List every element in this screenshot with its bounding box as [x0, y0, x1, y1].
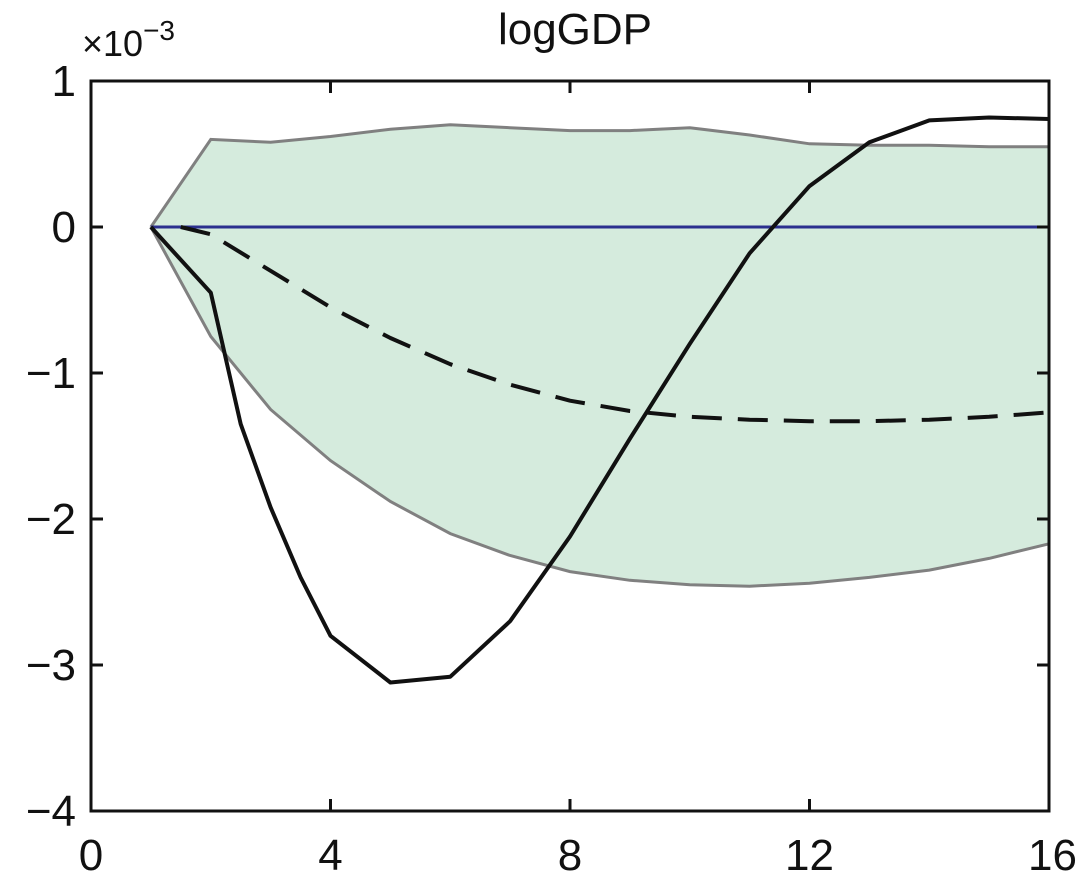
- y-axis-multiplier: ×10−3: [82, 15, 175, 64]
- x-tick-label: 12: [785, 831, 834, 880]
- y-tick-label: −4: [26, 787, 76, 836]
- y-multiplier-exponent: −3: [143, 15, 175, 46]
- x-tick-label: 8: [558, 831, 582, 880]
- x-tick-label: 0: [79, 831, 103, 880]
- x-tick-label: 16: [1028, 831, 1077, 880]
- confidence-band: [150, 124, 1049, 587]
- band-upper-edge: [149, 123, 1049, 228]
- y-tick-label: −2: [26, 495, 76, 544]
- series-dashed-line: [180, 225, 1050, 424]
- chart-title: logGDP: [498, 5, 652, 54]
- series-solid-line: [149, 115, 1050, 685]
- y-tick-label: 0: [52, 203, 76, 252]
- plot-area: 0 4 8 12 16 1 0 −1 −2 −3 −4: [26, 57, 1077, 880]
- y-multiplier-base: ×10: [82, 23, 143, 64]
- y-tick-label: −1: [26, 349, 76, 398]
- y-tick-label: 1: [52, 57, 76, 106]
- band-lower-edge: [149, 226, 1050, 588]
- x-tick-label: 4: [318, 831, 342, 880]
- y-tick-label: −3: [26, 641, 76, 690]
